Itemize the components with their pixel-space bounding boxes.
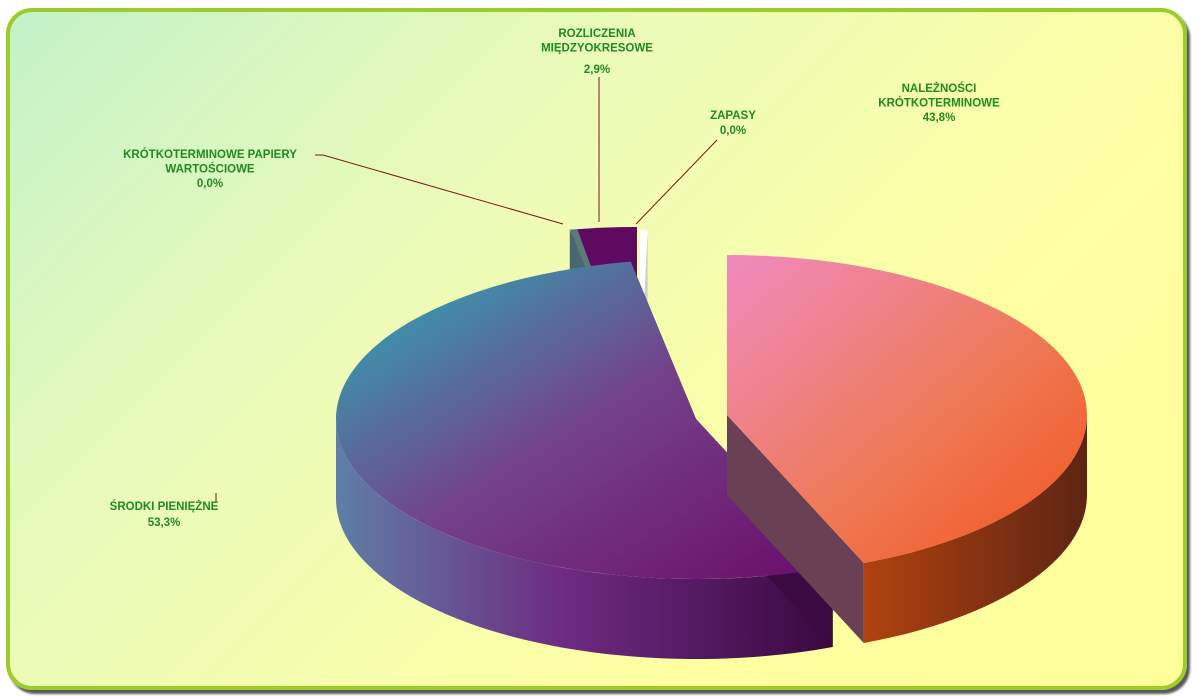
slice-papiery-label: WARTOŚCIOWE: [165, 163, 255, 176]
slice-naleznosci-top: [727, 255, 1087, 564]
slice-srodki-value-label: 53,3%: [148, 517, 181, 529]
slice-naleznosci-label: NALEŻNOŚCI: [902, 82, 977, 95]
slice-naleznosci-value-label: 43,8%: [923, 112, 956, 124]
slice-rozliczenia-label: ROZLICZENIA: [558, 28, 635, 40]
slice-zapasy-leader-line: [635, 139, 718, 225]
slice-rozliczenia-label: MIĘDZYOKRESOWE: [541, 43, 653, 55]
slice-naleznosci: [727, 255, 1087, 644]
slice-naleznosci-side: [863, 415, 1087, 644]
slice-srodki-top: [335, 261, 833, 580]
slice-zapasy-value-label: 0,0%: [720, 125, 746, 137]
slice-papiery-label: KRÓTKOTERMINOWE PAPIERY: [123, 148, 297, 161]
slice-papiery-value-label: 0,0%: [197, 178, 223, 190]
slice-rozliczenia-value-label: 2,9%: [584, 64, 610, 76]
chart-frame: NALEŻNOŚCI KRÓTKOTERMINOWE 43,8% ŚRODKI PIE…: [6, 8, 1187, 690]
slice-srodki-label: ŚRODKI PIENIĘŻNE: [110, 500, 219, 513]
pie-chart: NALEŻNOŚCI KRÓTKOTERMINOWE 43,8% ŚRODKI PIE…: [110, 28, 1087, 659]
slice-naleznosci-label: KRÓTKOTERMINOWE: [878, 97, 1000, 110]
slice-naleznosci-wall: [727, 415, 864, 644]
slice-papiery-leader-line: [315, 154, 564, 225]
slice-zapasy-label: ZAPASY: [710, 110, 756, 122]
slice-srodki-side: [336, 419, 833, 659]
